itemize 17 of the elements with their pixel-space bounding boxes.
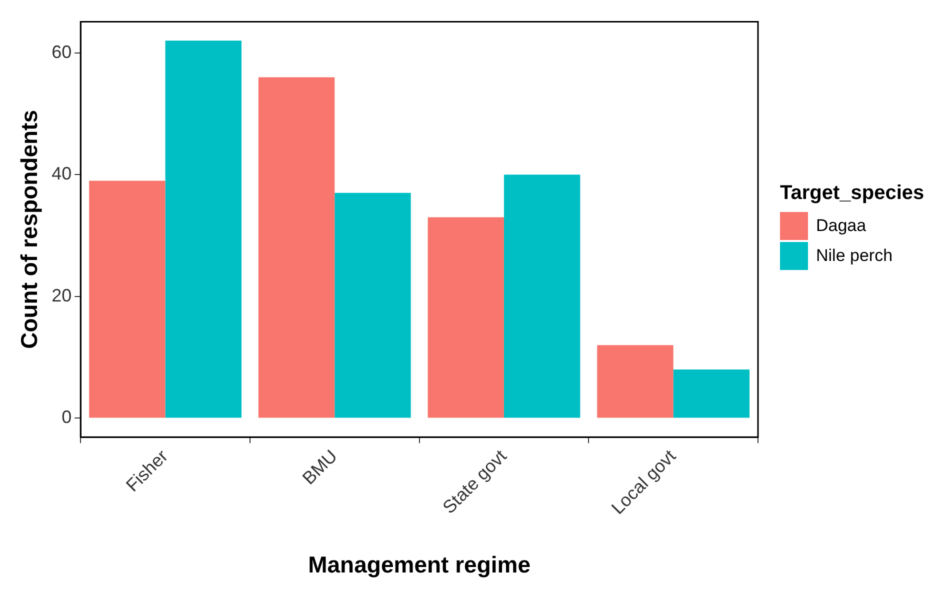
bar (673, 370, 750, 418)
y-tick-label: 40 (52, 164, 72, 184)
y-axis-title: Count of respondents (16, 110, 42, 349)
bar (165, 40, 242, 418)
bar (89, 180, 166, 418)
bar (428, 217, 504, 418)
y-tick-label: 0 (62, 407, 72, 428)
bar (334, 192, 411, 418)
bar (504, 174, 580, 418)
y-tick-label: 20 (52, 285, 72, 306)
bar (597, 345, 674, 418)
legend-label: Nile perch (816, 246, 893, 266)
legend-label: Dagaa (816, 216, 866, 236)
x-axis-title: Management regime (308, 552, 531, 578)
y-tick-label: 60 (52, 42, 72, 62)
bar (258, 77, 335, 418)
legend-title: Target_species (780, 182, 924, 204)
